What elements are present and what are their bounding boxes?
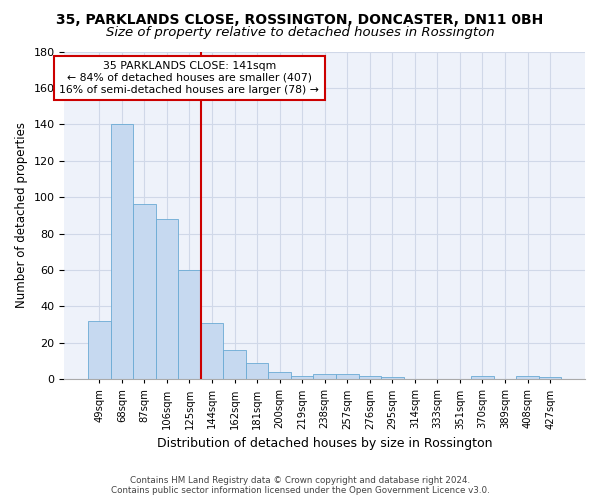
Bar [291,376,313,380]
Bar [110,124,133,380]
Bar [201,323,223,380]
Y-axis label: Number of detached properties: Number of detached properties [15,122,28,308]
Bar [223,350,246,380]
Bar [178,270,201,380]
Bar [381,378,404,380]
Bar [336,374,359,380]
Bar [268,372,291,380]
X-axis label: Distribution of detached houses by size in Rossington: Distribution of detached houses by size … [157,437,493,450]
Bar [539,378,562,380]
Bar [133,204,155,380]
Bar [516,376,539,380]
Bar [155,219,178,380]
Bar [359,376,381,380]
Bar [88,321,110,380]
Text: Contains HM Land Registry data © Crown copyright and database right 2024.
Contai: Contains HM Land Registry data © Crown c… [110,476,490,495]
Text: Size of property relative to detached houses in Rossington: Size of property relative to detached ho… [106,26,494,39]
Bar [246,363,268,380]
Text: 35 PARKLANDS CLOSE: 141sqm
← 84% of detached houses are smaller (407)
16% of sem: 35 PARKLANDS CLOSE: 141sqm ← 84% of deta… [59,62,319,94]
Bar [471,376,494,380]
Bar [313,374,336,380]
Text: 35, PARKLANDS CLOSE, ROSSINGTON, DONCASTER, DN11 0BH: 35, PARKLANDS CLOSE, ROSSINGTON, DONCAST… [56,12,544,26]
